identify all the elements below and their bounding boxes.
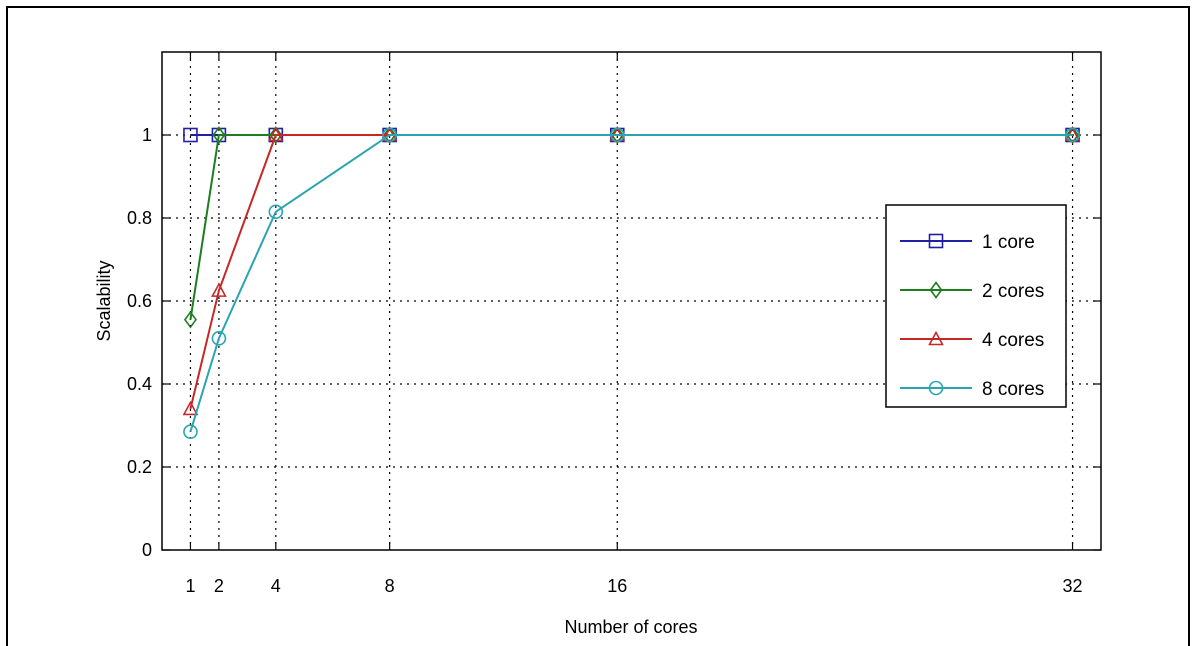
legend-marker xyxy=(928,380,944,396)
x-tick-label: 8 xyxy=(385,576,395,596)
data-point xyxy=(269,126,283,144)
data-point xyxy=(382,127,397,143)
legend-item: 4 cores xyxy=(900,330,1044,351)
x-tick-label: 1 xyxy=(185,576,195,596)
legend: 1 core 2 cores 4 cores 8 cores xyxy=(885,204,1067,408)
data-point xyxy=(268,204,284,220)
data-point xyxy=(183,424,198,440)
x-tick-label: 4 xyxy=(271,576,281,596)
y-axis-ticks: 0 0.2 0.4 0.6 0.8 1 xyxy=(127,125,1101,560)
data-point xyxy=(610,126,624,144)
data-point xyxy=(182,400,199,416)
y-tick-label: 0.6 xyxy=(127,291,152,311)
x-tick-label: 16 xyxy=(607,576,627,596)
x-tick-label: 2 xyxy=(214,576,224,596)
data-point xyxy=(1065,127,1080,143)
y-tick-label: 0.4 xyxy=(127,374,152,394)
data-point xyxy=(383,126,397,144)
data-point xyxy=(1066,126,1080,144)
data-point xyxy=(183,127,198,143)
y-tick-label: 0 xyxy=(142,540,152,560)
legend-label: 4 cores xyxy=(982,330,1044,351)
legend-marker xyxy=(929,281,943,299)
y-tick-label: 0.8 xyxy=(127,208,152,228)
series-line xyxy=(189,134,1073,433)
legend-item: 8 cores xyxy=(900,379,1044,400)
data-point xyxy=(212,126,226,144)
legend-marker xyxy=(928,233,944,249)
data-point xyxy=(267,126,284,142)
data-point xyxy=(183,310,197,329)
data-point xyxy=(211,282,227,297)
x-axis-label: Number of cores xyxy=(564,617,697,637)
legend-marker xyxy=(928,330,944,346)
y-axis-label: Scalability xyxy=(94,260,114,341)
x-axis-ticks: 1 2 4 8 16 32 xyxy=(185,52,1083,596)
data-point xyxy=(609,127,625,143)
legend-label: 8 cores xyxy=(982,379,1044,400)
series-8-cores xyxy=(183,127,1080,440)
legend-label: 1 core xyxy=(982,232,1035,253)
data-series xyxy=(182,126,1081,440)
y-tick-label: 1 xyxy=(142,125,152,145)
x-tick-label: 32 xyxy=(1063,576,1083,596)
legend-label: 2 cores xyxy=(982,281,1044,302)
data-point xyxy=(211,331,227,346)
legend-item: 2 cores xyxy=(900,281,1044,302)
y-tick-label: 0.2 xyxy=(127,457,152,477)
legend-box xyxy=(885,204,1067,408)
legend-item: 1 core xyxy=(900,232,1035,253)
